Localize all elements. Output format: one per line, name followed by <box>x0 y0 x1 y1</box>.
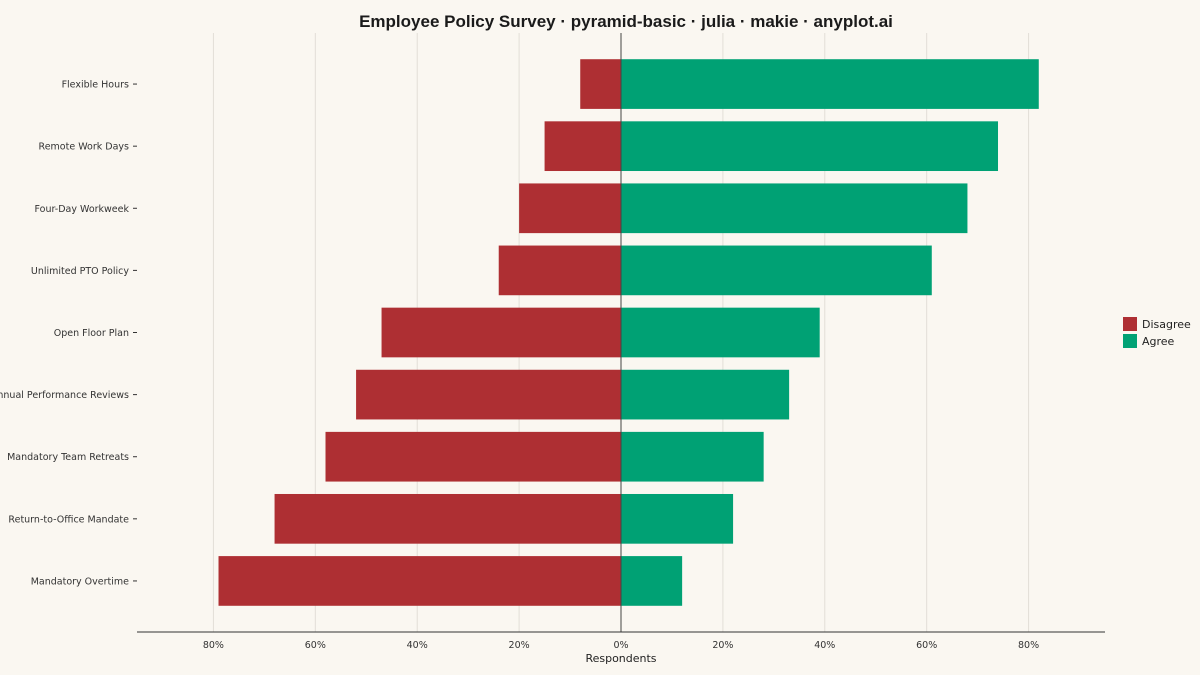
bar-agree <box>621 245 932 296</box>
legend-swatch <box>1123 317 1137 331</box>
x-axis-title: Respondents <box>585 652 656 665</box>
bar-disagree <box>356 369 621 420</box>
bar-agree <box>621 556 683 606</box>
category-label: Open Floor Plan <box>54 328 129 339</box>
x-tick-label: 60% <box>305 640 326 651</box>
axes <box>137 33 1105 633</box>
category-label: Unlimited PTO Policy <box>31 266 129 277</box>
category-label: Four-Day Workweek <box>35 204 130 215</box>
bar-agree <box>621 369 790 420</box>
x-tick-label: 40% <box>407 640 428 651</box>
bar-agree <box>621 183 968 234</box>
bar-disagree <box>498 245 621 296</box>
x-tick-label: 40% <box>814 640 835 651</box>
bar-disagree <box>325 431 621 482</box>
bar-disagree <box>274 493 621 544</box>
x-tick-labels: 80% 60% 40% 20% 0% 20% 40% 60% 80% <box>203 640 1039 651</box>
bars <box>218 59 1039 606</box>
category-labels: Flexible Hours Remote Work Days Four-Day W… <box>0 80 137 587</box>
x-tick-label: 0% <box>613 640 628 651</box>
bar-agree <box>621 307 820 358</box>
bar-agree <box>621 431 764 482</box>
category-label: Mandatory Team Retreats <box>7 452 129 463</box>
bar-disagree <box>381 307 621 358</box>
category-label: Return-to-Office Mandate <box>8 514 129 525</box>
bar-agree <box>621 59 1039 109</box>
category-label: Remote Work Days <box>39 142 130 153</box>
bar-agree <box>621 121 999 172</box>
category-label: Annual Performance Reviews <box>0 390 129 401</box>
x-tick-label: 60% <box>916 640 937 651</box>
bar-agree <box>621 493 734 544</box>
category-label: Flexible Hours <box>62 80 129 91</box>
bar-disagree <box>544 121 621 172</box>
chart-title: Employee Policy Survey · pyramid-basic ·… <box>359 12 893 31</box>
x-tick-label: 80% <box>203 640 224 651</box>
bar-disagree <box>218 556 621 606</box>
category-label: Mandatory Overtime <box>31 576 129 587</box>
legend-swatch <box>1123 334 1137 348</box>
legend-label: Disagree <box>1142 318 1191 331</box>
bar-disagree <box>580 59 621 109</box>
bar-disagree <box>519 183 621 234</box>
legend: Disagree Agree <box>1123 317 1191 348</box>
legend-label: Agree <box>1142 335 1175 348</box>
x-tick-label: 20% <box>509 640 530 651</box>
x-tick-label: 20% <box>712 640 733 651</box>
x-tick-label: 80% <box>1018 640 1039 651</box>
